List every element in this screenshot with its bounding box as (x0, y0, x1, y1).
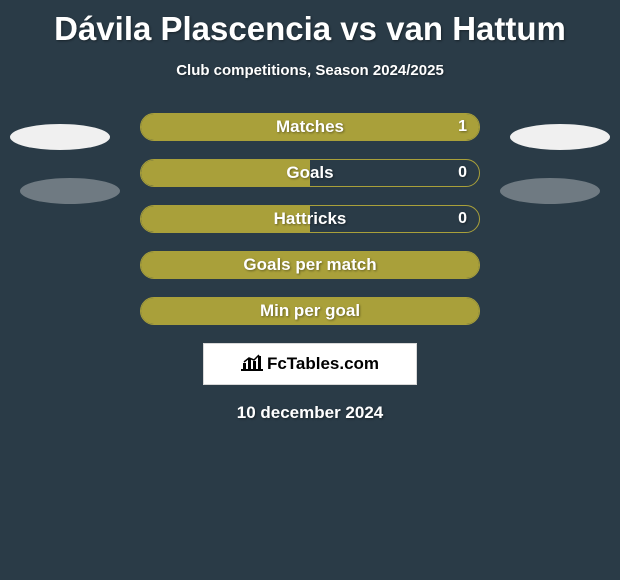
bar-track: Min per goal (140, 297, 480, 325)
page-title: Dávila Plascencia vs van Hattum (0, 0, 620, 48)
stat-right-value: 0 (458, 164, 467, 182)
bar-track: Goals 0 (140, 159, 480, 187)
stat-row: Goals per match (0, 251, 620, 279)
branding-box[interactable]: FcTables.com (203, 343, 417, 385)
branding-label: FcTables.com (267, 354, 379, 374)
stat-row: Min per goal (0, 297, 620, 325)
stat-right-value: 0 (458, 210, 467, 228)
bar-fill (141, 160, 310, 186)
chart-icon (241, 353, 263, 376)
stat-row: Matches 1 (0, 113, 620, 141)
stat-row: Goals 0 (0, 159, 620, 187)
bar-track: Matches 1 (140, 113, 480, 141)
bar-track: Goals per match (140, 251, 480, 279)
stat-label: Hattricks (274, 209, 347, 229)
stat-label: Goals per match (243, 255, 376, 275)
bar-track: Hattricks 0 (140, 205, 480, 233)
stat-label: Matches (276, 117, 344, 137)
date-label: 10 december 2024 (0, 403, 620, 423)
stat-label: Min per goal (260, 301, 360, 321)
stat-right-value: 1 (458, 118, 467, 136)
stat-label: Goals (286, 163, 333, 183)
stat-row: Hattricks 0 (0, 205, 620, 233)
subtitle: Club competitions, Season 2024/2025 (0, 62, 620, 79)
